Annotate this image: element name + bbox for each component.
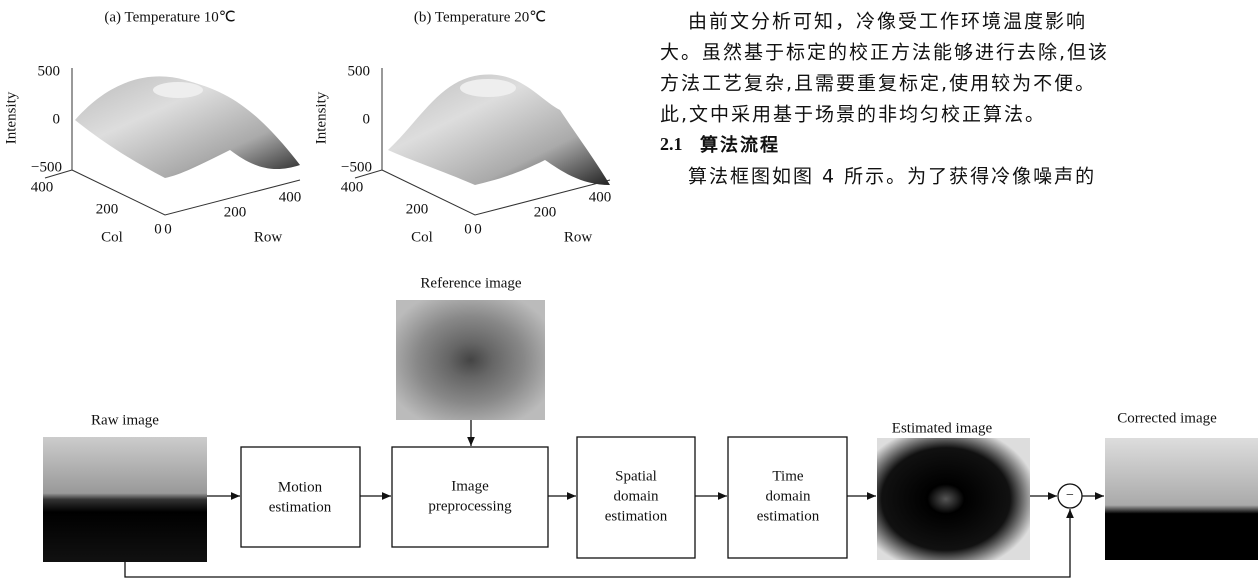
paragraph-line: 算法框图如图 4 所示。为了获得冷像噪声的 (688, 166, 1096, 188)
surface-peak (153, 82, 203, 98)
box-label: Time (772, 468, 803, 484)
row-tick: 400 (279, 189, 302, 205)
image-label: Raw image (91, 412, 159, 428)
box-label: estimation (269, 499, 332, 515)
col-label: Col (411, 229, 433, 245)
z-tick: 500 (38, 63, 61, 79)
heading-number: 2.1 (660, 134, 683, 154)
row-tick: 400 (589, 189, 612, 205)
paragraph-line: 由前文分析可知，冷像受工作环境温度影响 (688, 11, 1087, 33)
col-tick: 400 (341, 179, 364, 195)
reference-image (396, 300, 545, 420)
plot-title: (b) Temperature 20℃ (414, 9, 546, 25)
col-tick: 200 (406, 201, 429, 217)
z-tick: −500 (341, 159, 372, 175)
box-label: domain (614, 488, 659, 504)
row-label: Row (254, 229, 283, 245)
box-label: Motion (278, 479, 323, 495)
paragraph-line: 大。虽然基于标定的校正方法能够进行去除,但该 (660, 42, 1109, 64)
paragraph-line: 此,文中采用基于场景的非均匀校正算法。 (660, 104, 1046, 126)
box-label: Image (451, 478, 489, 494)
z-label: Intensity (313, 91, 329, 144)
box-label: Spatial (615, 468, 657, 484)
col-label: Col (101, 229, 123, 245)
z-tick: 0 (53, 111, 61, 127)
estimated-image (877, 438, 1030, 560)
motion-box (241, 447, 360, 547)
box-label: estimation (757, 508, 820, 524)
box-label: domain (766, 488, 811, 504)
paper-figure: (a) Temperature 10℃ 500 0 −500 Intensity… (0, 0, 1258, 579)
col-tick: 200 (96, 201, 119, 217)
z-tick: 0 (363, 111, 371, 127)
row-tick: 200 (534, 204, 557, 220)
surface-plot-a: (a) Temperature 10℃ 500 0 −500 Intensity… (3, 9, 301, 245)
image-label: Reference image (420, 275, 522, 291)
row-tick: 0 (164, 221, 172, 237)
z-tick: −500 (31, 159, 62, 175)
paragraph-line: 方法工艺复杂,且需要重复标定,使用较为不便。 (660, 73, 1096, 95)
page: (a) Temperature 10℃ 500 0 −500 Intensity… (0, 0, 1258, 579)
row-tick: 0 (474, 221, 482, 237)
image-label: Corrected image (1117, 410, 1217, 426)
row-label: Row (564, 229, 593, 245)
col-tick: 0 (154, 221, 162, 237)
plot-title: (a) Temperature 10℃ (104, 9, 235, 25)
col-tick: 400 (31, 179, 54, 195)
corrected-image (1105, 438, 1258, 560)
surface-peak (460, 79, 516, 97)
box-label: preprocessing (428, 498, 512, 514)
raw-image (43, 437, 207, 562)
heading: 算法流程 (700, 134, 780, 156)
surface-plot-b: (b) Temperature 20℃ 500 0 −500 Intensity… (313, 9, 611, 245)
z-tick: 500 (348, 63, 371, 79)
box-label: estimation (605, 508, 668, 524)
preprocessing-box (392, 447, 548, 547)
subtract-sign: − (1066, 488, 1074, 503)
image-label: Estimated image (892, 420, 993, 436)
col-tick: 0 (464, 221, 472, 237)
z-label: Intensity (3, 91, 19, 144)
row-tick: 200 (224, 204, 247, 220)
